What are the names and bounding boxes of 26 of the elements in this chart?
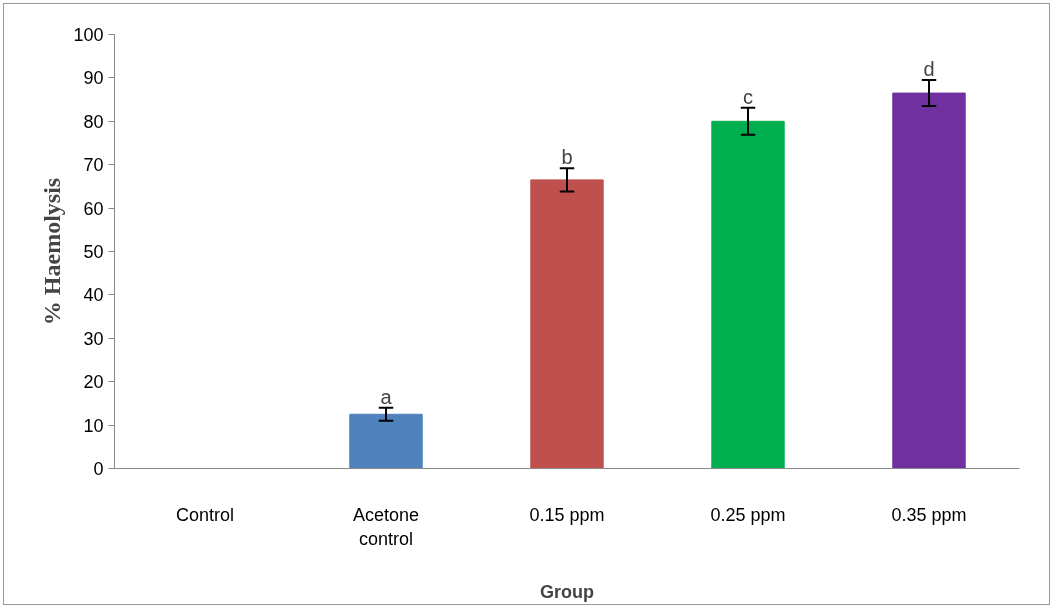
y-tick-label: 50 xyxy=(83,242,104,262)
annotation: a xyxy=(380,385,393,408)
bar xyxy=(711,120,785,469)
y-tick-label: 100 xyxy=(73,25,104,45)
y-tick-label: 20 xyxy=(83,372,104,393)
x-tick-label: Acetone control xyxy=(352,504,420,549)
y-tick-label: 30 xyxy=(83,328,104,349)
bar xyxy=(349,413,423,469)
annotation: c xyxy=(743,85,753,108)
y-tick-label: 80 xyxy=(83,111,104,132)
y-tick-label: 10 xyxy=(83,415,104,436)
x-tick-label: 0.35 ppm xyxy=(891,504,967,525)
x-axis-title: Group xyxy=(540,581,594,602)
x-tick-label: 0.25 ppm xyxy=(710,504,786,525)
y-tick-label: 40 xyxy=(83,285,104,306)
annotation: b xyxy=(561,146,573,169)
y-tick-label: 0 xyxy=(93,459,104,479)
y-tick-label: 90 xyxy=(83,68,104,89)
y-tick-label: 60 xyxy=(83,198,104,219)
annotation: d xyxy=(923,58,935,81)
x-tick-label: Control xyxy=(175,504,235,525)
bar xyxy=(530,179,604,469)
y-tick-label: 70 xyxy=(83,155,104,176)
x-tick-label: 0.15 ppm xyxy=(529,504,605,525)
bar xyxy=(892,92,966,469)
y-axis-title: % Haemolysis xyxy=(39,177,66,326)
